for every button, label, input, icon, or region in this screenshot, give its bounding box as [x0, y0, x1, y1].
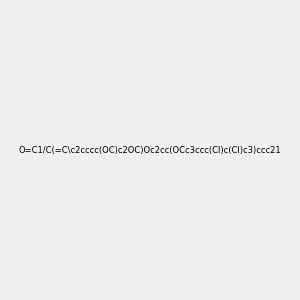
Text: O=C1/C(=C\c2cccc(OC)c2OC)Oc2cc(OCc3ccc(Cl)c(Cl)c3)ccc21: O=C1/C(=C\c2cccc(OC)c2OC)Oc2cc(OCc3ccc(C… — [19, 146, 281, 154]
